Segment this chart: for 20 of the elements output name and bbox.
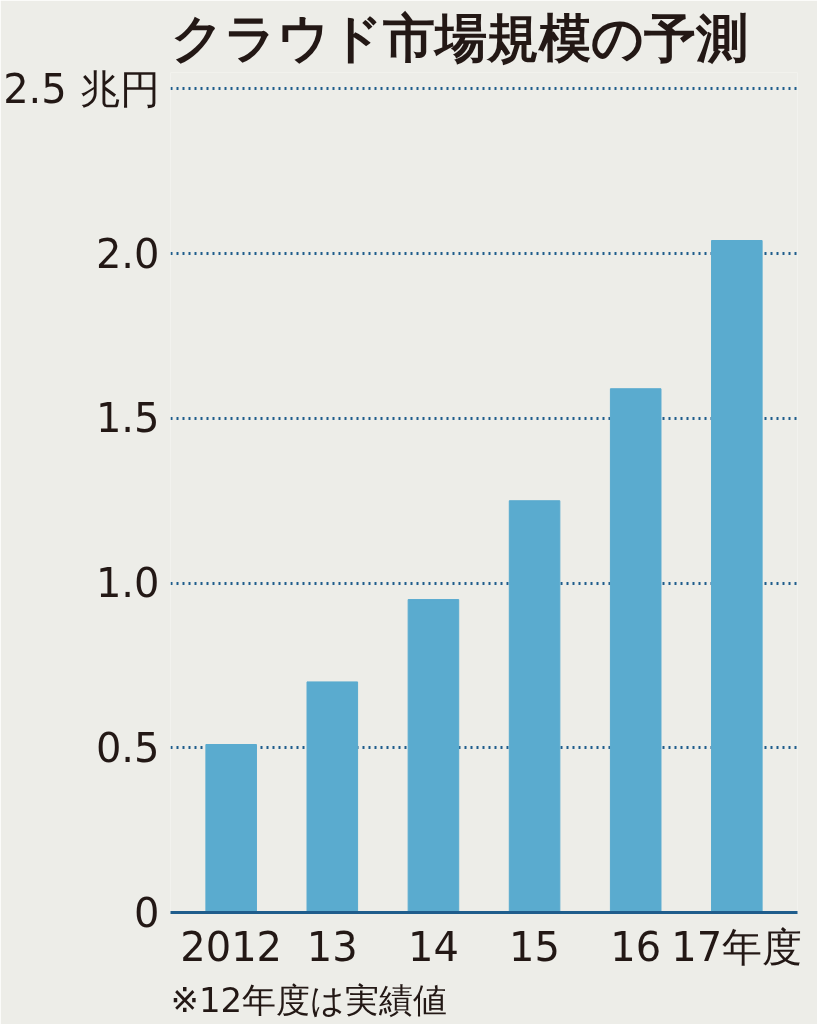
x-tick-label: 13 (306, 923, 358, 970)
y-tick-label: 2.5 兆円 (3, 65, 160, 112)
bar (205, 744, 257, 913)
x-tick-label: 17年度 (671, 923, 803, 970)
x-tick-label: 2012 (180, 923, 283, 970)
bar (508, 500, 561, 913)
bar (609, 388, 662, 913)
bar (306, 681, 359, 913)
bar (711, 240, 763, 913)
x-tick-label: 15 (509, 923, 561, 970)
text: ※12年度は実績値 (170, 979, 448, 1020)
x-tick-label: 14 (407, 923, 459, 970)
y-tick-label: 1.0 (95, 560, 160, 607)
chart-title: クラウド市場規模の予測 (170, 7, 748, 68)
y-tick-label: 1.5 (95, 395, 160, 442)
y-tick-label: 0.5 (95, 724, 160, 771)
bar (407, 599, 460, 913)
x-tick-label: 16 (610, 923, 662, 970)
y-tick-label: 2.0 (95, 230, 160, 277)
y-tick-label: 0 (134, 889, 160, 936)
